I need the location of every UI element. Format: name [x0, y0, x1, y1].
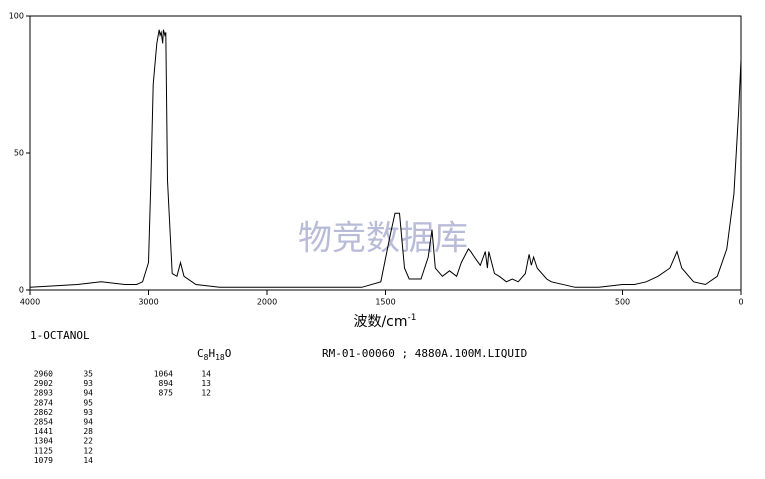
peak-cell: 93 — [83, 379, 93, 388]
formula-part: C — [197, 347, 204, 360]
formula-part: O — [225, 347, 232, 360]
x-axis-label: 波数/cm-1 — [353, 313, 416, 331]
peak-cell: 894 — [159, 379, 174, 388]
peak-cell: 1441 — [34, 427, 53, 436]
y-tick-label: 100 — [9, 12, 24, 21]
peak-cell: 28 — [83, 427, 93, 436]
x-tick-label: 2000 — [257, 298, 277, 307]
peak-cell: 22 — [83, 437, 93, 446]
x-tick-label: 500 — [615, 298, 630, 307]
peak-cell: 2960 — [34, 370, 53, 379]
formula: C8H18O — [197, 347, 231, 362]
peak-cell: 12 — [83, 446, 93, 455]
peak-cell: 1125 — [34, 446, 53, 455]
x-tick-label: 3000 — [138, 298, 158, 307]
peak-cell: 1304 — [34, 437, 53, 446]
formula-sub: 18 — [215, 353, 225, 362]
y-tick-label: 50 — [14, 149, 24, 158]
formula-sub: 8 — [204, 353, 209, 362]
x-tick-label: 0 — [738, 298, 743, 307]
peak-cell: 35 — [83, 370, 93, 379]
peak-cell: 95 — [83, 398, 93, 407]
x-label-text: 波数/cm — [353, 314, 407, 330]
peak-cell: 12 — [201, 389, 211, 398]
peak-cell: 94 — [83, 389, 93, 398]
peak-cell: 2874 — [34, 398, 53, 407]
watermark: 物竞数据库 — [298, 219, 468, 259]
x-tick-label: 1500 — [375, 298, 395, 307]
peak-cell: 875 — [159, 389, 174, 398]
peak-cell: 94 — [83, 418, 93, 427]
peak-cell: 14 — [201, 370, 211, 379]
x-tick-label: 4000 — [20, 298, 40, 307]
spectrum-line — [29, 29, 742, 288]
compound-name: 1-OCTANOL — [30, 329, 90, 342]
peak-cell: 1079 — [34, 456, 53, 465]
peak-cell: 93 — [83, 408, 93, 417]
formula-part: H — [208, 347, 215, 360]
reference: RM-01-00060 ; 4880A.100M.LIQUID — [322, 347, 527, 360]
x-label-sup: -1 — [408, 313, 417, 323]
y-tick-label: 0 — [19, 286, 24, 295]
peak-cell: 1064 — [154, 370, 173, 379]
peak-cell: 2902 — [34, 379, 53, 388]
peak-cell: 2854 — [34, 418, 53, 427]
peak-cell: 2893 — [34, 389, 53, 398]
peak-cell: 13 — [201, 379, 211, 388]
peak-cell: 14 — [83, 456, 93, 465]
peak-cell: 2862 — [34, 408, 53, 417]
